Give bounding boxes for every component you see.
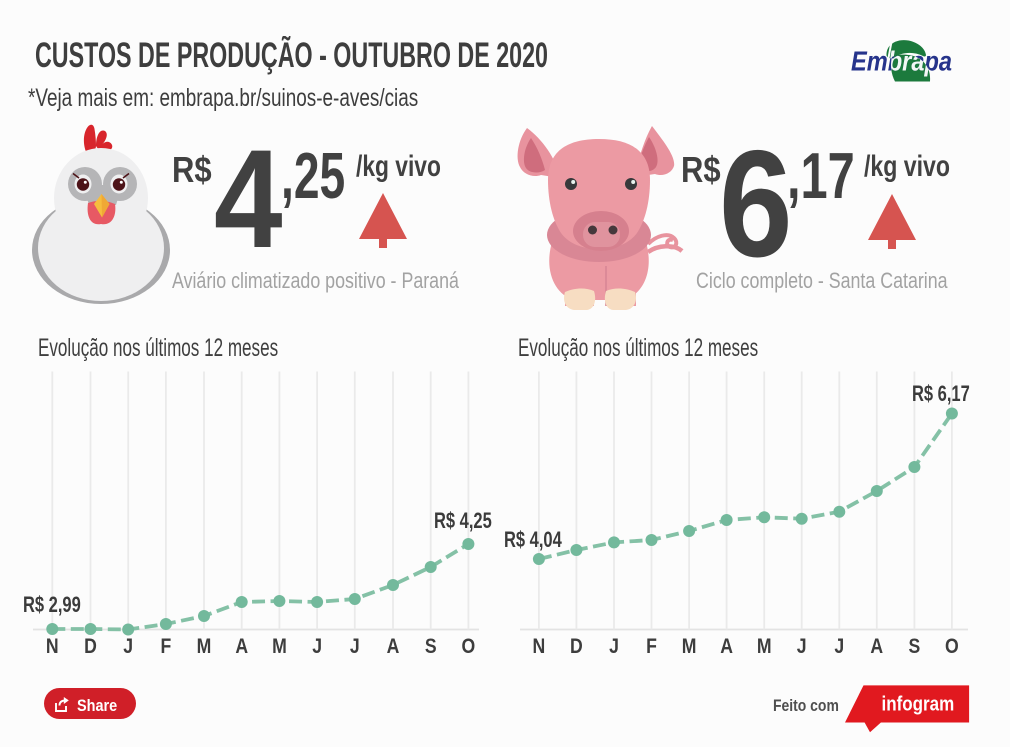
svg-text:M: M [272,635,287,659]
svg-text:N: N [533,635,546,659]
svg-text:F: F [161,635,172,659]
svg-text:J: J [312,635,322,659]
svg-text:J: J [834,635,844,659]
svg-text:J: J [797,635,807,659]
svg-text:A: A [387,635,400,659]
svg-text:O: O [945,635,959,659]
svg-text:D: D [84,635,97,659]
svg-text:S: S [425,635,437,659]
svg-text:A: A [870,635,883,659]
svg-text:M: M [197,635,212,659]
svg-text:A: A [235,635,248,659]
svg-text:S: S [909,635,921,659]
svg-text:infogram: infogram [882,692,955,715]
svg-text:J: J [123,635,133,659]
svg-text:O: O [462,635,476,659]
svg-text:A: A [720,635,733,659]
svg-text:N: N [46,635,59,659]
svg-text:M: M [682,635,697,659]
svg-text:M: M [757,635,772,659]
svg-text:F: F [646,635,657,659]
svg-text:J: J [609,635,619,659]
svg-text:J: J [350,635,360,659]
svg-text:Embrapa: Embrapa [851,46,952,77]
svg-text:D: D [570,635,583,659]
